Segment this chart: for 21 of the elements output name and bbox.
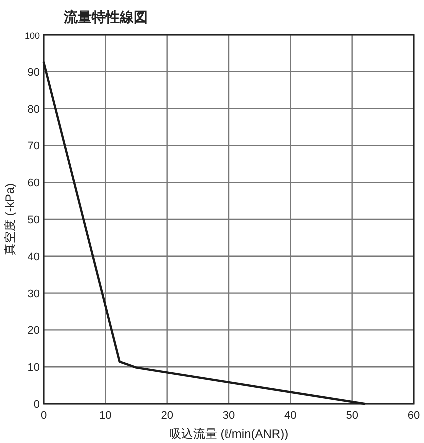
chart-title: 流量特性線図 <box>63 9 148 25</box>
y-axis-title: 真空度 (-kPa) <box>3 183 17 256</box>
y-tick-label: 50 <box>28 214 40 226</box>
x-axis-title: 吸込流量 (ℓ/min(ANR)) <box>169 427 289 441</box>
y-tick-label: 60 <box>28 178 40 190</box>
y-tick-label: 80 <box>28 104 40 116</box>
y-tick-label: 100 <box>24 31 40 41</box>
y-tick-label: 30 <box>28 288 40 300</box>
x-tick-label: 20 <box>161 410 174 422</box>
y-tick-label: 20 <box>28 325 40 338</box>
y-tick-label: 90 <box>28 66 40 79</box>
x-tick-label: 40 <box>284 410 297 422</box>
x-tick-label: 50 <box>346 410 358 422</box>
x-tick-label: 0 <box>40 410 48 422</box>
x-tick-label: 10 <box>100 410 112 422</box>
y-tick-label: 70 <box>28 140 40 153</box>
x-tick-label: 30 <box>222 410 236 422</box>
x-tick-label: 60 <box>408 410 420 422</box>
y-tick-label: 40 <box>28 251 40 264</box>
y-tick-label: 0 <box>34 399 40 411</box>
y-tick-label: 10 <box>28 362 40 374</box>
